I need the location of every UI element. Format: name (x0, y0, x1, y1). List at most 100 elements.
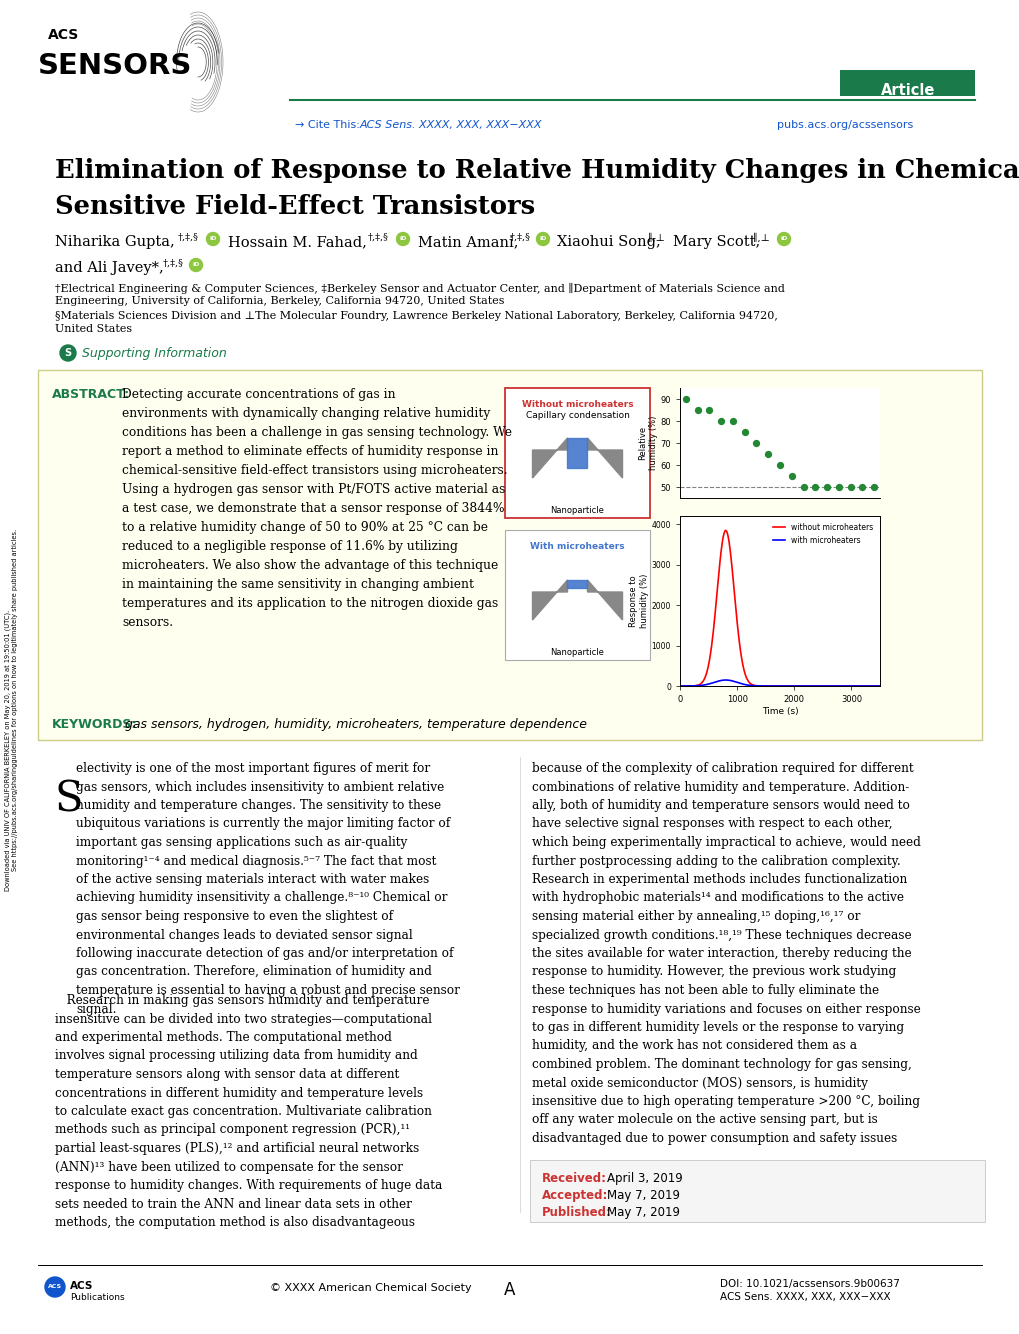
Text: †,‡,§: †,‡,§ (510, 233, 531, 241)
Polygon shape (567, 580, 587, 588)
Text: May 7, 2019: May 7, 2019 (606, 1206, 680, 1219)
Point (842, 476, 858, 498)
Text: §Materials Sciences Division and ⊥The Molecular Foundry, Lawrence Berkeley Natio: §Materials Sciences Division and ⊥The Mo… (55, 311, 777, 321)
Text: ACS Sens. XXXX, XXX, XXX−XXX: ACS Sens. XXXX, XXX, XXX−XXX (719, 1293, 890, 1302)
without microheaters (768, 678, 781, 694)
with microheaters (868, 678, 880, 694)
Text: Niharika Gupta,: Niharika Gupta, (55, 235, 174, 249)
Text: ACS: ACS (48, 28, 79, 41)
Text: Xiaohui Song,: Xiaohui Song, (556, 235, 660, 249)
Text: iD: iD (209, 236, 216, 241)
Legend: without microheaters, with microheaters: without microheaters, with microheaters (769, 520, 875, 548)
Y-axis label: Relative
humidity (%): Relative humidity (%) (638, 416, 657, 470)
Text: S: S (64, 348, 71, 358)
FancyBboxPatch shape (840, 69, 974, 96)
Text: With microheaters: With microheaters (530, 542, 625, 551)
Point (783, 466, 799, 487)
with microheaters (768, 678, 781, 694)
Text: Matin Amani,: Matin Amani, (418, 235, 518, 249)
Text: †,‡,§: †,‡,§ (368, 233, 388, 241)
without microheaters (674, 678, 686, 694)
without microheaters (718, 523, 731, 539)
with microheaters (873, 678, 886, 694)
Text: †Electrical Engineering & Computer Sciences, ‡Berkeley Sensor and Actuator Cente: †Electrical Engineering & Computer Scien… (55, 283, 784, 293)
Text: Sensitive Field-Effect Transistors: Sensitive Field-Effect Transistors (55, 193, 535, 219)
Point (795, 476, 811, 498)
Text: Nanoparticle: Nanoparticle (550, 648, 604, 658)
Point (853, 476, 869, 498)
without microheaters (838, 678, 850, 694)
Text: May 7, 2019: May 7, 2019 (606, 1189, 680, 1202)
without microheaters (782, 678, 794, 694)
Point (736, 422, 752, 443)
Text: Capillary condensation: Capillary condensation (525, 411, 629, 420)
Text: → Cite This:: → Cite This: (294, 120, 360, 129)
Point (712, 411, 729, 432)
Text: ∥,⊥: ∥,⊥ (647, 233, 664, 243)
with microheaters (793, 678, 805, 694)
Point (771, 455, 788, 476)
Point (865, 476, 881, 498)
Text: iD: iD (780, 236, 787, 241)
without microheaters (868, 678, 880, 694)
with microheaters (718, 672, 731, 688)
Text: S: S (55, 778, 84, 820)
Point (806, 476, 822, 498)
Text: ACS Sens. XXXX, XXX, XXX−XXX: ACS Sens. XXXX, XXX, XXX−XXX (360, 120, 542, 129)
Text: A: A (503, 1281, 516, 1299)
Text: Mary Scott,: Mary Scott, (673, 235, 759, 249)
with microheaters (838, 678, 850, 694)
Point (829, 476, 846, 498)
Polygon shape (587, 580, 622, 620)
Text: electivity is one of the most important figures of merit for
gas sensors, which : electivity is one of the most important … (76, 762, 460, 1015)
Text: See https://pubs.acs.org/sharingguidelines for options on how to legitimately sh: See https://pubs.acs.org/sharingguidelin… (12, 530, 18, 871)
without microheaters (769, 678, 782, 694)
Circle shape (206, 232, 219, 245)
FancyBboxPatch shape (530, 1161, 984, 1222)
with microheaters (674, 678, 686, 694)
Text: United States: United States (55, 324, 132, 334)
Text: Detecting accurate concentrations of gas in
environments with dynamically changi: Detecting accurate concentrations of gas… (122, 388, 512, 630)
Text: because of the complexity of calibration required for different
combinations of : because of the complexity of calibration… (532, 762, 920, 1145)
FancyBboxPatch shape (504, 388, 649, 518)
Circle shape (776, 232, 790, 245)
Text: †,‡,§: †,‡,§ (163, 259, 183, 268)
Line: without microheaters: without microheaters (680, 531, 879, 686)
without microheaters (793, 678, 805, 694)
without microheaters (873, 678, 886, 694)
Point (701, 399, 717, 420)
Text: and Ali Javey*,: and Ali Javey*, (55, 261, 164, 275)
Text: †,‡,§: †,‡,§ (178, 233, 199, 241)
Text: Accepted:: Accepted: (541, 1189, 607, 1202)
Text: gas sensors, hydrogen, humidity, microheaters, temperature dependence: gas sensors, hydrogen, humidity, microhe… (125, 718, 586, 731)
Text: Hossain M. Fahad,: Hossain M. Fahad, (228, 235, 367, 249)
Point (759, 443, 775, 464)
Text: ACS: ACS (70, 1281, 94, 1291)
Circle shape (60, 346, 76, 362)
Point (677, 388, 693, 410)
Circle shape (190, 259, 203, 272)
with microheaters (769, 678, 782, 694)
with microheaters (782, 678, 794, 694)
Circle shape (396, 232, 409, 245)
Text: DOI: 10.1021/acssensors.9b00637: DOI: 10.1021/acssensors.9b00637 (719, 1279, 899, 1289)
Text: Received:: Received: (541, 1173, 606, 1185)
Text: iD: iD (539, 236, 546, 241)
X-axis label: Time (s): Time (s) (761, 707, 798, 716)
FancyBboxPatch shape (504, 530, 649, 660)
Text: KEYWORDS:: KEYWORDS: (52, 718, 138, 731)
Circle shape (536, 232, 549, 245)
Point (748, 432, 764, 454)
Text: April 3, 2019: April 3, 2019 (606, 1173, 682, 1185)
Text: ABSTRACT:: ABSTRACT: (52, 388, 130, 402)
Point (818, 476, 835, 498)
Text: Without microheaters: Without microheaters (521, 400, 633, 410)
Text: Downloaded via UNIV OF CALIFORNIA BERKELEY on May 20, 2019 at 19:50:01 (UTC).: Downloaded via UNIV OF CALIFORNIA BERKEL… (5, 610, 11, 891)
Text: pubs.acs.org/acssensors: pubs.acs.org/acssensors (776, 120, 912, 129)
Text: ∥,⊥: ∥,⊥ (752, 233, 769, 243)
Text: Elimination of Response to Relative Humidity Changes in Chemical-: Elimination of Response to Relative Humi… (55, 157, 1019, 183)
Text: Nanoparticle: Nanoparticle (550, 506, 604, 515)
Text: iD: iD (398, 236, 407, 241)
Text: © XXXX American Chemical Society: © XXXX American Chemical Society (270, 1283, 471, 1293)
Text: SENSORS: SENSORS (38, 52, 193, 80)
